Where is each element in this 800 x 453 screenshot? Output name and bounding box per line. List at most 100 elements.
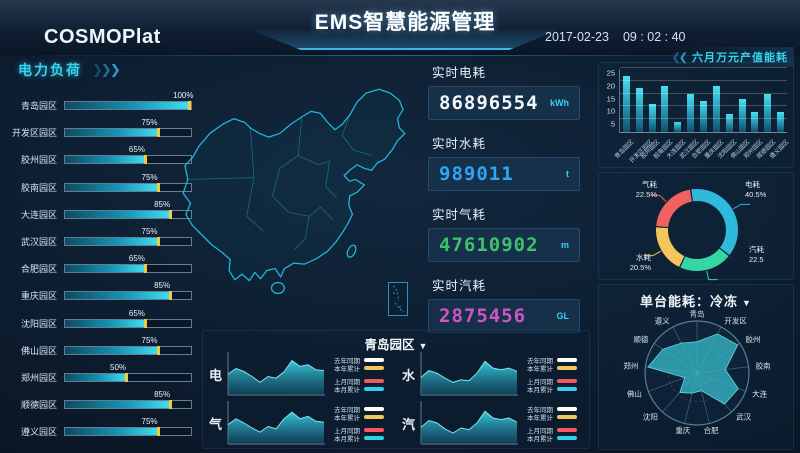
legend-item[interactable]: 本月累计 [527,385,577,394]
bar [777,111,785,132]
stat-label: 实时电耗 [432,66,487,80]
legend-item[interactable]: 去年同期 [527,405,577,414]
trend-grid: 电去年同期 本年累计 上月同期 本月累计水去年同期 本年累计 上月同期 本月累计气去年同期本… [207,351,587,447]
monthly-energy-chart: 5 10 15 20 25 青岛园区 开发区园区 胶州园区 胶南园区 大连园区 武汉园区 合肥园区重… [598,62,794,168]
legend-item[interactable]: 本年累计 [527,413,577,422]
park-label: 郑州园区 [20,372,57,383]
dropdown-arrow-icon: ▼ [418,341,428,351]
donut-slice [691,189,738,255]
radar-axis-label: 开发区 [724,315,747,325]
page-title: EMS智慧能源管理 [314,11,496,34]
stat-gas: 实时气耗 47610902 m [428,204,580,262]
power-load-row: 佛山园区 75% [8,335,200,364]
legend: 去年同期 本年累计上月同期 本月累计 [334,405,384,443]
legend-swatch [557,415,577,419]
map-inset-islands [388,282,408,316]
stat-value: 47610902 [439,234,539,256]
legend-item[interactable]: 本月累计 [334,385,384,394]
chevron-left-icon[interactable]: ❮❮ [671,51,689,64]
load-bar-fill [65,345,160,355]
energy-share-chart: 气耗 22.5% 电耗 40.5% 水耗 20.5% 汽耗 22.5 [598,172,794,281]
stat-box: 2875456 GL [428,299,580,333]
load-bar-fill [65,372,128,382]
legend-item[interactable]: 去年同期 [527,356,577,365]
load-bar-track: 85% [64,281,192,301]
power-load-row: 武汉园区 75% [8,227,200,255]
legend-item[interactable]: 去年同期 [334,356,384,365]
legend-item[interactable]: 本年累计 [334,364,384,373]
trend-chart-label: 水 [401,368,415,383]
gridline [620,92,787,94]
legend-item[interactable]: 本月累计 [334,434,384,443]
legend-item[interactable]: 上月同期 [527,377,577,386]
legend-item[interactable]: 本年累计 [527,364,577,373]
load-bar-value: 75% [141,335,158,345]
legend-item[interactable]: 去年同期 [334,405,384,414]
load-bar-value: 75% [141,417,158,427]
load-bar-fill [65,264,147,274]
unit-energy-dropdown[interactable]: 单台能耗：冷冻 ▼ [599,291,793,310]
legend-item[interactable]: 上月同期 [334,377,384,386]
hainan-island [270,281,286,295]
load-bar-value: 85% [154,390,171,400]
china-map [182,88,406,295]
legend-swatch [557,407,577,411]
park-label: 遵义园区 [20,427,57,438]
area-fill [421,410,517,444]
radar-axis-label: 郑州 [623,360,638,370]
bar [661,85,669,132]
area-fill [228,411,324,444]
park-label: 佛山园区 [20,345,57,356]
trend-chart-label: 汽 [401,417,415,432]
bar [674,121,682,132]
monthly-bars [620,69,787,132]
load-bar-track: 65% [64,309,192,328]
datetime: 2017-02-23 09 : 02 : 40 [545,29,700,44]
stat-label: 实时水耗 [432,137,487,151]
stat-unit: t [566,169,569,179]
power-load-row: 郑州园区 50% [8,363,200,391]
monthly-energy-header[interactable]: ❮❮ 六月万元产值能耗 [665,47,794,67]
load-bar-fill [65,209,173,219]
trend-chart: 电 去年同期 本年累计 上月同期 本月累计 [207,351,394,398]
header: COSMOPlat EMS智慧能源管理 2017-02-23 09 : 02 : … [0,0,800,56]
park-label: 青岛园区 [20,101,57,112]
legend-item[interactable]: 本月累计 [527,434,577,443]
legend-item[interactable]: 上月同期 [334,426,384,435]
area-chart [420,351,518,395]
legend-label: 本年累计 [527,366,553,373]
legend-item[interactable]: 上月同期 [527,426,577,435]
radar-axis-label: 大连 [752,388,767,398]
chevron-right-icon[interactable]: ❯❯❯ [92,62,121,77]
load-bar-track: 75% [64,227,192,247]
park-label: 顺德园区 [20,400,57,411]
park-label: 沈阳园区 [20,318,57,329]
load-bar-fill [65,101,191,111]
load-bar-track: 65% [64,145,192,165]
park-selector-label: 青岛园区 [364,338,415,352]
legend-label: 去年同期 [334,358,360,365]
load-bar-track: 75% [64,173,192,192]
bar [687,93,695,132]
power-load-row: 大连园区 85% [8,200,200,228]
slice-label-electricity: 电耗 40.5% [745,180,767,200]
stat-unit: kWh [550,98,569,108]
slice-label-water: 水耗 20.5% [629,253,651,273]
area-line [420,409,518,434]
load-bar-fill [65,400,173,410]
load-bar-value: 75% [141,227,158,237]
power-load-row: 顺德园区 85% [8,390,200,418]
power-load-rows: 青岛园区 100% 开发区园区 75% 胶州园区 65% 胶南园区 75% 大连园区 85% 武汉园… [8,91,200,445]
y-axis: 5 10 15 20 25 [601,69,617,133]
area-line [227,410,325,433]
park-selector[interactable]: 青岛园区 ▼ [203,334,589,353]
trend-chart: 水 去年同期 本年累计上月同期 本月累计 [400,351,587,398]
stat-steam: 实时汽耗 2875456 GL [428,275,580,333]
stat-value: 86896554 [439,92,539,114]
legend-item[interactable]: 本年累计 [334,413,384,422]
stat-electricity: 实时电耗 86896554 kWh [428,62,580,120]
legend-swatch [364,379,384,383]
radar-axis-label: 重庆 [675,425,690,435]
